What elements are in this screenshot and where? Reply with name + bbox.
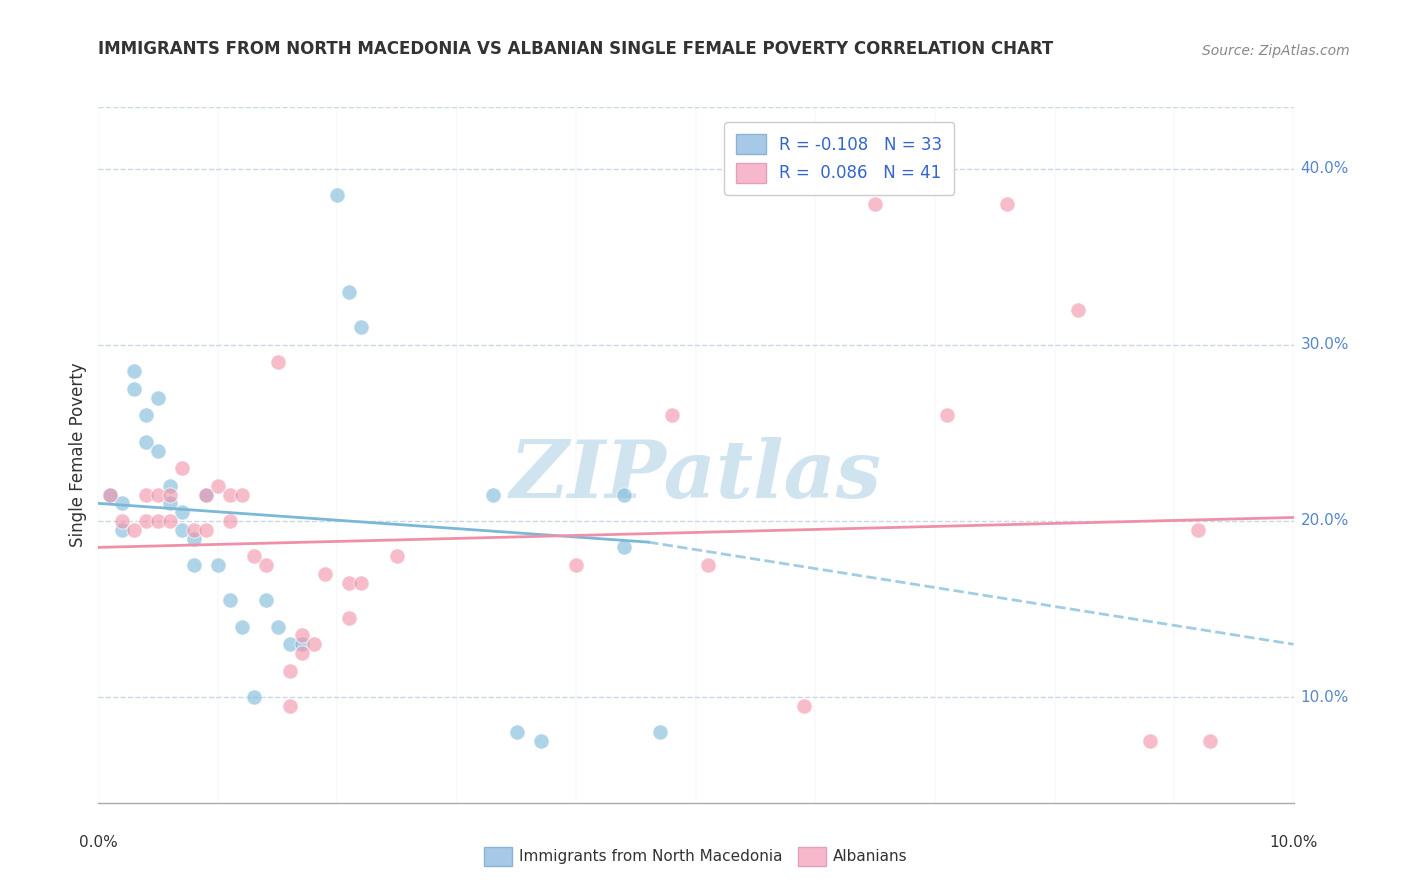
Point xyxy=(172,461,194,475)
Point xyxy=(159,514,181,528)
Point xyxy=(339,575,360,590)
Point xyxy=(481,487,505,501)
Point xyxy=(565,558,588,572)
Text: ZIPatlas: ZIPatlas xyxy=(510,437,882,515)
Point xyxy=(194,487,218,501)
Point xyxy=(135,409,157,423)
Point xyxy=(135,514,157,528)
Point xyxy=(278,664,301,678)
Point xyxy=(111,496,134,510)
Point xyxy=(183,523,205,537)
Point xyxy=(124,364,146,378)
Text: 30.0%: 30.0% xyxy=(1301,337,1348,352)
Point xyxy=(194,487,218,501)
Point xyxy=(302,637,325,651)
Point xyxy=(159,496,181,510)
Point xyxy=(124,382,146,396)
Point xyxy=(194,523,218,537)
Point xyxy=(267,620,290,634)
Point xyxy=(207,558,229,572)
Point xyxy=(207,479,229,493)
Text: 10.0%: 10.0% xyxy=(1301,690,1348,705)
Point xyxy=(183,558,205,572)
Point xyxy=(1139,734,1161,748)
Point xyxy=(219,487,242,501)
Point xyxy=(98,487,122,501)
Point xyxy=(385,549,409,564)
Point xyxy=(135,487,157,501)
Point xyxy=(278,698,301,713)
Point xyxy=(111,523,134,537)
Point xyxy=(1198,734,1220,748)
Point xyxy=(315,566,337,581)
Point xyxy=(661,409,683,423)
Point xyxy=(148,443,170,458)
Point xyxy=(267,355,290,369)
Point xyxy=(243,549,266,564)
Point xyxy=(278,637,301,651)
Point xyxy=(183,532,205,546)
Point xyxy=(148,391,170,405)
Point xyxy=(339,285,360,299)
Point xyxy=(995,197,1018,211)
Point xyxy=(135,434,157,449)
Point xyxy=(529,734,551,748)
Point xyxy=(231,487,253,501)
Point xyxy=(936,409,959,423)
Point xyxy=(350,575,373,590)
Point xyxy=(219,514,242,528)
Point xyxy=(350,320,373,334)
Point xyxy=(339,611,360,625)
Text: 10.0%: 10.0% xyxy=(1270,836,1317,850)
Point xyxy=(1187,523,1209,537)
Text: IMMIGRANTS FROM NORTH MACEDONIA VS ALBANIAN SINGLE FEMALE POVERTY CORRELATION CH: IMMIGRANTS FROM NORTH MACEDONIA VS ALBAN… xyxy=(98,40,1053,58)
Point xyxy=(243,690,266,705)
Point xyxy=(290,628,312,642)
Point xyxy=(172,523,194,537)
Point xyxy=(254,593,277,607)
Text: 40.0%: 40.0% xyxy=(1301,161,1348,177)
Point xyxy=(290,637,312,651)
Point xyxy=(648,725,672,739)
Point xyxy=(793,698,815,713)
Point xyxy=(219,593,242,607)
Point xyxy=(159,487,181,501)
Point xyxy=(613,541,636,555)
Point xyxy=(172,505,194,519)
Legend: Immigrants from North Macedonia, Albanians: Immigrants from North Macedonia, Albania… xyxy=(478,841,914,871)
Point xyxy=(697,558,720,572)
Point xyxy=(290,646,312,660)
Point xyxy=(613,487,636,501)
Point xyxy=(1067,302,1090,317)
Point xyxy=(111,514,134,528)
Point xyxy=(865,197,887,211)
Point xyxy=(159,479,181,493)
Text: Source: ZipAtlas.com: Source: ZipAtlas.com xyxy=(1202,44,1350,58)
Point xyxy=(124,523,146,537)
Point xyxy=(148,487,170,501)
Text: 0.0%: 0.0% xyxy=(79,836,118,850)
Point xyxy=(231,620,253,634)
Point xyxy=(326,188,349,202)
Point xyxy=(506,725,529,739)
Text: 20.0%: 20.0% xyxy=(1301,514,1348,528)
Point xyxy=(148,514,170,528)
Point xyxy=(254,558,277,572)
Y-axis label: Single Female Poverty: Single Female Poverty xyxy=(69,363,87,547)
Point xyxy=(98,487,122,501)
